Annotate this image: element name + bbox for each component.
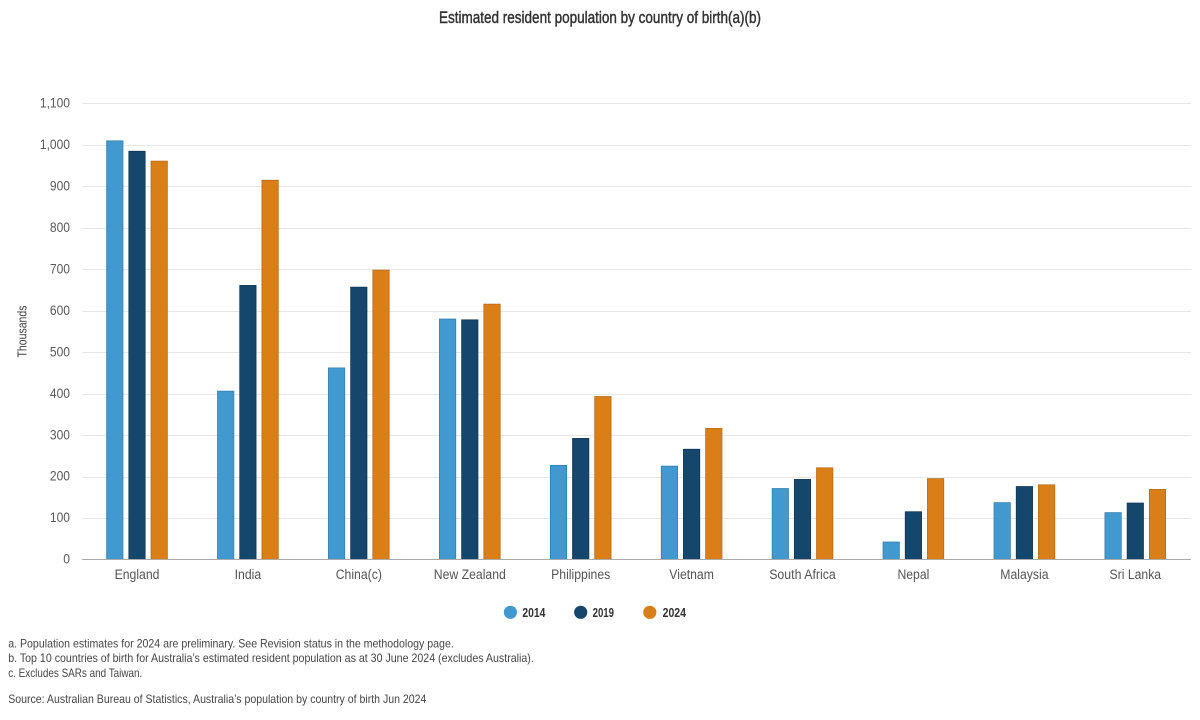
svg-text:New Zealand: New Zealand [434, 567, 506, 582]
svg-text:2019: 2019 [593, 605, 614, 620]
svg-text:2014: 2014 [522, 605, 546, 620]
svg-text:1,100: 1,100 [40, 96, 70, 111]
svg-text:South Africa: South Africa [769, 567, 836, 582]
svg-text:700: 700 [50, 262, 70, 277]
svg-text:100: 100 [50, 510, 70, 525]
svg-text:Source: Australian Bureau of S: Source: Australian Bureau of Statistics,… [8, 692, 426, 706]
svg-text:a. Population estimates for 20: a. Population estimates for 2024 are pre… [8, 636, 454, 650]
svg-text:500: 500 [50, 344, 70, 359]
svg-text:China(c): China(c) [336, 567, 382, 582]
svg-text:0: 0 [63, 552, 70, 567]
svg-text:2024: 2024 [663, 605, 687, 620]
svg-text:Vietnam: Vietnam [669, 567, 714, 582]
svg-text:600: 600 [50, 303, 70, 318]
svg-text:b. Top 10 countries of birth f: b. Top 10 countries of birth for Austral… [8, 651, 534, 665]
svg-text:Estimated resident population: Estimated resident population by country… [439, 9, 761, 27]
svg-text:Nepal: Nepal [897, 567, 929, 582]
svg-text:India: India [235, 567, 262, 582]
svg-text:Malaysia: Malaysia [1000, 567, 1049, 582]
svg-text:400: 400 [50, 386, 70, 401]
svg-text:Philippines: Philippines [551, 567, 610, 582]
svg-text:Sri Lanka: Sri Lanka [1110, 567, 1162, 582]
svg-text:200: 200 [50, 469, 70, 484]
svg-text:England: England [115, 567, 160, 582]
svg-text:Thousands: Thousands [16, 306, 30, 358]
svg-text:c. Excludes SARs and Taiwan.: c. Excludes SARs and Taiwan. [8, 666, 142, 680]
svg-text:300: 300 [50, 427, 70, 442]
svg-text:1,000: 1,000 [40, 137, 70, 152]
svg-text:800: 800 [50, 220, 70, 235]
svg-text:900: 900 [50, 179, 70, 194]
